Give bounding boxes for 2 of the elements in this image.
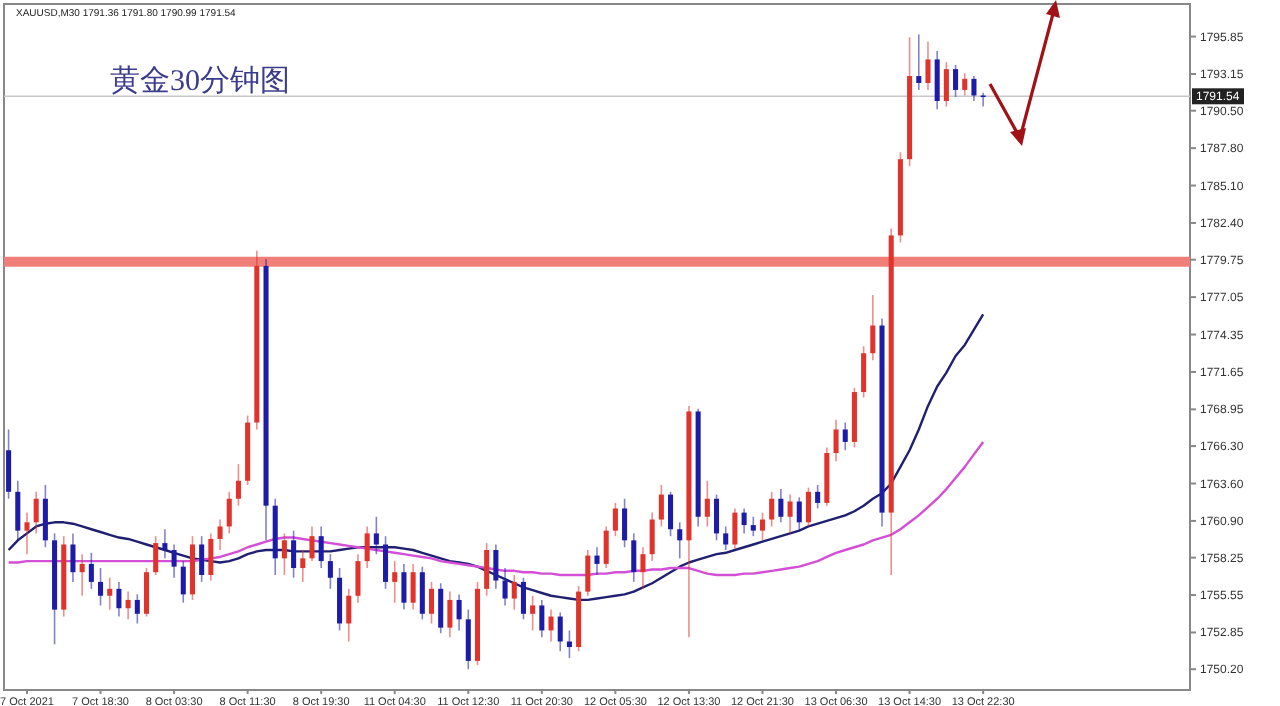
candlestick xyxy=(980,91,986,108)
text: 黄金30分钟图 xyxy=(110,64,290,98)
